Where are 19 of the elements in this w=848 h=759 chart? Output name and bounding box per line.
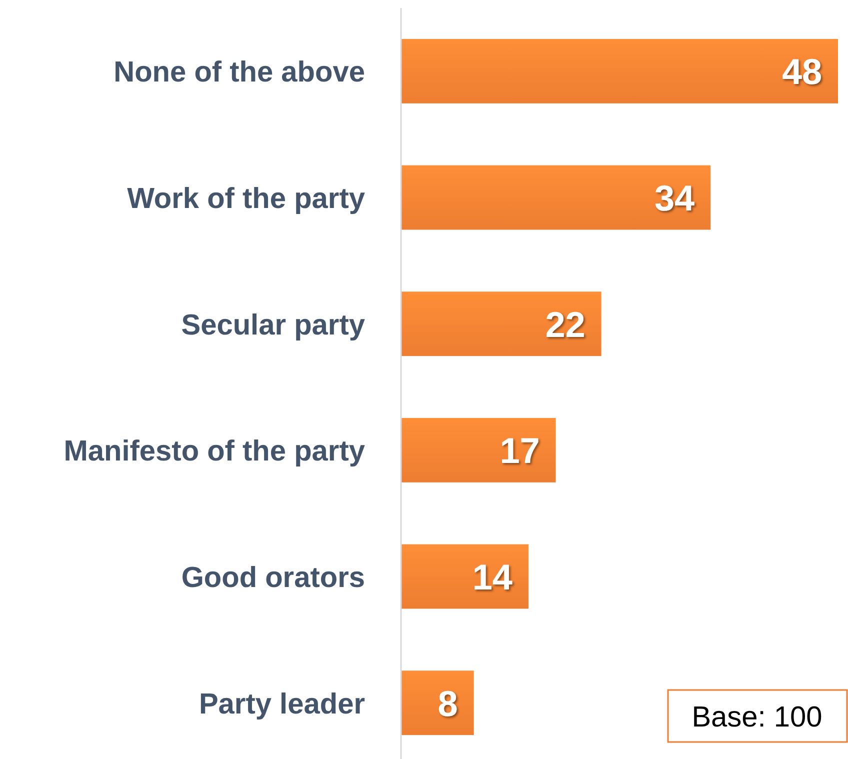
bar [401,165,711,230]
y-tick-label: Party leader [198,688,365,720]
bar [401,418,556,482]
bar [401,292,602,356]
y-tick-label: Good orators [181,562,365,594]
data-label: 22 [545,304,586,345]
bar [401,38,838,104]
y-tick-label: Manifesto of the party [64,436,365,468]
y-tick-label: Secular party [181,309,365,342]
data-label: 34 [654,177,695,218]
bar [401,544,528,609]
bar [401,670,474,736]
y-tick-label: None of the above [114,56,365,89]
data-label: 48 [782,51,822,92]
y-tick-label: Work of the party [127,182,365,215]
data-label: 17 [500,430,540,472]
data-label: 14 [472,556,512,598]
data-label: 8 [438,682,458,724]
annotation: Base: 100 [692,701,822,734]
